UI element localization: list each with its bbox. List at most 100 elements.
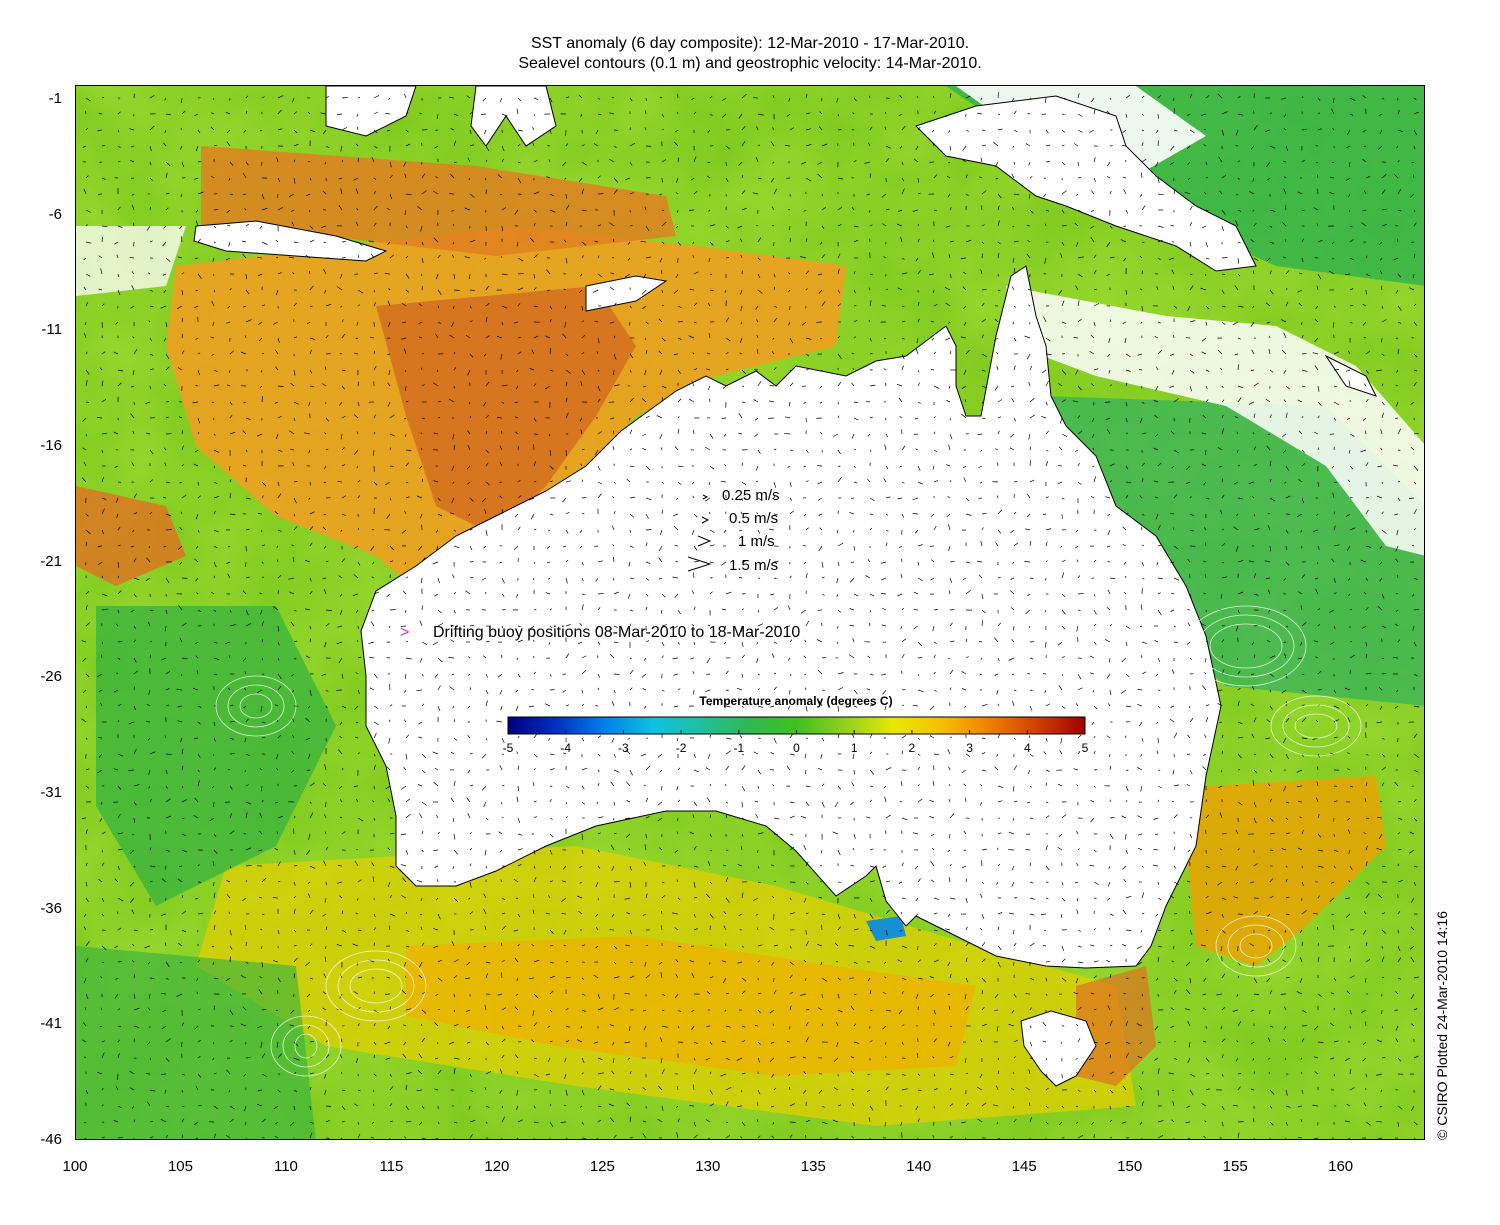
velocity-vector (1189, 241, 1192, 247)
velocity-vector (1155, 129, 1159, 134)
velocity-vector (1314, 337, 1319, 343)
velocity-vector (1409, 497, 1415, 499)
velocity-vector (481, 113, 487, 115)
velocity-vector (242, 253, 247, 259)
velocity-vector (1125, 353, 1131, 358)
velocity-vector (82, 447, 87, 451)
velocity-vector (757, 381, 762, 387)
velocity-vector (373, 191, 376, 195)
velocity-vector (801, 385, 807, 388)
velocity-vector (821, 143, 828, 147)
velocity-vector (1205, 161, 1208, 166)
velocity-vector (885, 145, 891, 149)
velocity-vector (389, 447, 391, 451)
velocity-vector (149, 125, 155, 131)
velocity-vector (788, 225, 791, 231)
velocity-vector (917, 657, 923, 659)
velocity-vector (708, 209, 711, 212)
velocity-vector (581, 188, 585, 195)
velocity-vector (821, 924, 823, 931)
velocity-vector (226, 141, 231, 147)
velocity-vector (901, 272, 908, 275)
velocity-vector (773, 305, 778, 308)
velocity-vector (820, 369, 823, 372)
velocity-vector (305, 254, 311, 259)
velocity-vector (213, 209, 219, 211)
velocity-vector (1157, 239, 1163, 243)
velocity-vector (581, 241, 587, 246)
velocity-vector (149, 368, 154, 371)
velocity-vector (417, 206, 423, 211)
velocity-vector (1330, 176, 1335, 179)
velocity-vector (260, 369, 263, 373)
velocity-vector (355, 221, 359, 227)
velocity-vector (133, 1038, 135, 1043)
velocity-vector (563, 288, 567, 291)
velocity-vector (1012, 257, 1015, 263)
velocity-vector (194, 257, 199, 259)
velocity-vector (949, 350, 952, 355)
velocity-vector (1011, 206, 1015, 211)
velocity-vector (389, 414, 395, 419)
velocity-vector (965, 239, 972, 243)
velocity-vector (1301, 334, 1304, 339)
velocity-vector (275, 289, 279, 296)
velocity-vector (995, 177, 999, 180)
velocity-vector (85, 127, 89, 131)
velocity-vector (692, 352, 695, 355)
map-canvas (76, 86, 1424, 1139)
velocity-vector (1301, 737, 1308, 739)
velocity-vector (609, 222, 615, 227)
velocity-vector (997, 241, 1001, 245)
velocity-vector (693, 156, 697, 163)
velocity-vector (85, 351, 88, 355)
velocity-vector (1077, 93, 1080, 99)
velocity-vector (706, 175, 711, 179)
velocity-vector (1348, 193, 1351, 198)
velocity-vector (533, 417, 537, 422)
velocity-vector (533, 159, 538, 163)
velocity-vector (1205, 369, 1210, 372)
velocity-vector (1073, 143, 1079, 147)
velocity-vector (562, 161, 567, 167)
velocity-vector (1410, 401, 1415, 405)
velocity-vector (357, 897, 359, 901)
velocity-vector (612, 238, 615, 243)
velocity-vector (1027, 113, 1031, 115)
velocity-vector (404, 173, 407, 179)
velocity-vector (708, 257, 711, 263)
velocity-vector (85, 433, 88, 437)
velocity-vector (722, 385, 727, 390)
velocity-vector (1027, 240, 1031, 243)
velocity-vector (565, 204, 570, 211)
velocity-vector (1221, 428, 1225, 435)
velocity-vector (901, 177, 905, 182)
velocity-vector (499, 481, 503, 483)
velocity-vector (801, 161, 807, 165)
velocity-vector (197, 369, 200, 376)
velocity-vector (452, 305, 455, 310)
sst-anomaly-map (75, 85, 1425, 1140)
velocity-vector (485, 449, 489, 453)
velocity-vector (163, 225, 167, 229)
velocity-vector (389, 161, 392, 168)
velocity-vector (901, 125, 906, 131)
velocity-vector (725, 257, 729, 259)
velocity-vector (533, 444, 535, 451)
velocity-vector (164, 447, 167, 451)
velocity-vector (452, 241, 455, 245)
velocity-vector (900, 236, 903, 243)
velocity-vector (981, 417, 986, 420)
velocity-vector (561, 913, 567, 915)
velocity-vector (1362, 158, 1367, 163)
velocity-vector (581, 144, 585, 147)
velocity-vector (1044, 257, 1047, 264)
velocity-vector (1269, 289, 1274, 295)
velocity-vector (515, 385, 519, 390)
velocity-vector (1317, 401, 1322, 406)
velocity-vector (1349, 304, 1354, 307)
velocity-vector (1173, 188, 1176, 195)
velocity-vector (229, 369, 231, 374)
velocity-vector (581, 351, 585, 355)
velocity-vector (1285, 385, 1291, 390)
